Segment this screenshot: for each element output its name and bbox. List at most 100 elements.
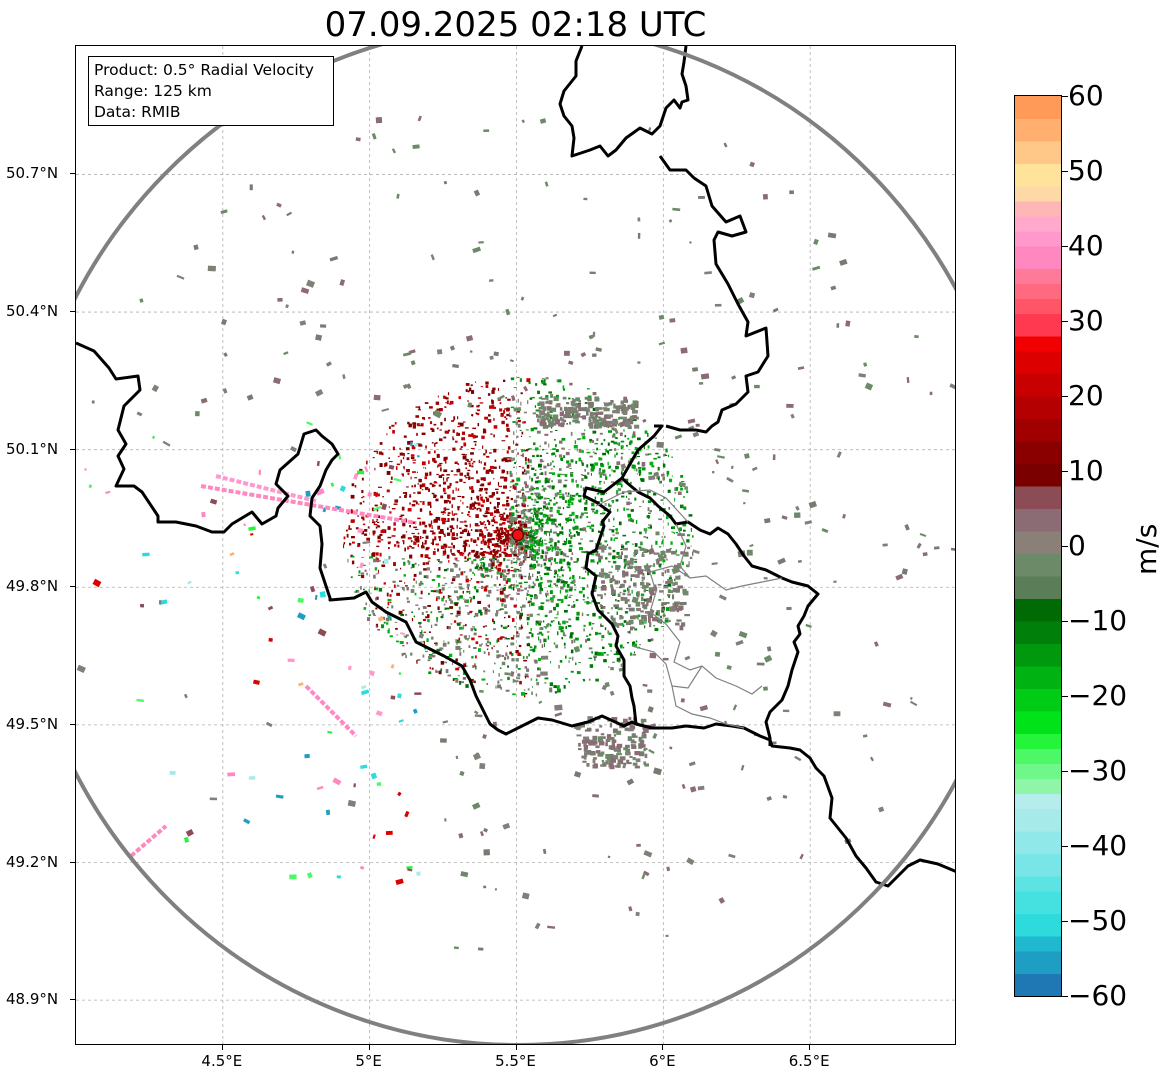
velocity-echo [477, 568, 481, 571]
velocity-echo [436, 648, 441, 652]
velocity-echo [495, 535, 499, 537]
velocity-echo [585, 550, 589, 554]
velocity-echo [351, 555, 355, 558]
velocity-echo [377, 540, 381, 542]
velocity-echo [635, 468, 638, 472]
velocity-echo [388, 464, 395, 470]
velocity-echo [375, 556, 377, 561]
velocity-echo [546, 506, 548, 509]
velocity-echo [616, 452, 618, 456]
velocity-echo [229, 552, 235, 557]
velocity-echo [697, 785, 705, 791]
velocity-echo [600, 625, 604, 627]
velocity-echo [562, 632, 565, 637]
velocity-echo [503, 410, 506, 414]
velocity-echo [471, 504, 475, 507]
velocity-echo [476, 412, 480, 416]
velocity-echo [539, 667, 542, 671]
velocity-echo [910, 696, 913, 700]
velocity-echo [520, 567, 522, 569]
velocity-echo [623, 507, 626, 511]
velocity-echo [515, 443, 519, 446]
velocity-echo [553, 518, 556, 522]
velocity-echo [465, 467, 468, 470]
velocity-echo [533, 558, 535, 561]
velocity-echo [503, 584, 507, 586]
velocity-echo [665, 581, 670, 584]
radar-site-marker[interactable] [511, 528, 525, 542]
velocity-echo [517, 539, 522, 543]
velocity-echo [498, 538, 503, 540]
velocity-echo [612, 418, 618, 421]
velocity-echo [637, 217, 641, 222]
colorbar-gradient [1015, 96, 1061, 996]
velocity-echo [656, 475, 660, 480]
velocity-echo [596, 551, 599, 555]
velocity-echo [536, 544, 538, 546]
velocity-echo [647, 639, 652, 642]
velocity-echo [599, 572, 604, 578]
velocity-echo [467, 553, 469, 556]
velocity-echo [602, 762, 609, 765]
velocity-echo [446, 626, 450, 630]
velocity-echo [668, 548, 672, 552]
velocity-echo [529, 649, 534, 651]
velocity-echo [612, 410, 618, 414]
velocity-echo [647, 500, 652, 503]
velocity-echo [506, 450, 509, 454]
velocity-echo [534, 480, 539, 484]
velocity-echo [638, 546, 642, 549]
velocity-echo [594, 551, 599, 553]
velocity-echo [641, 554, 645, 557]
radar-map[interactable] [75, 45, 956, 1045]
colorbar-band [1015, 643, 1061, 667]
velocity-echo [418, 406, 421, 410]
velocity-echo [407, 508, 412, 512]
velocity-echo [561, 437, 566, 441]
velocity-echo [482, 535, 486, 539]
velocity-echo [489, 501, 492, 505]
velocity-echo [385, 830, 393, 835]
velocity-echo [686, 857, 695, 866]
velocity-echo [418, 597, 423, 599]
velocity-echo [470, 578, 473, 580]
velocity-echo [402, 473, 404, 477]
velocity-echo [339, 279, 346, 286]
velocity-echo [641, 467, 646, 471]
velocity-echo [628, 460, 632, 464]
velocity-echo [667, 578, 673, 584]
velocity-echo [600, 623, 602, 627]
velocity-echo [558, 403, 561, 406]
velocity-echo [591, 651, 593, 654]
velocity-echo [537, 402, 540, 405]
velocity-echo [549, 590, 553, 595]
velocity-echo [491, 575, 493, 578]
velocity-echo [480, 522, 484, 525]
velocity-echo [527, 504, 529, 507]
velocity-echo [545, 514, 549, 517]
velocity-echo [537, 667, 540, 671]
velocity-echo [493, 425, 498, 429]
velocity-echo [425, 611, 428, 613]
velocity-echo [386, 433, 388, 436]
velocity-echo [558, 621, 560, 625]
colorbar-band [1015, 396, 1061, 419]
velocity-echo [479, 494, 482, 496]
velocity-echo [680, 551, 685, 555]
velocity-echo [434, 623, 438, 626]
velocity-echo [561, 637, 563, 640]
velocity-echo [591, 508, 595, 511]
velocity-echo [428, 460, 430, 464]
velocity-echo [600, 764, 606, 767]
velocity-echo [617, 749, 621, 753]
velocity-echo [655, 452, 659, 455]
velocity-echo [566, 466, 569, 468]
velocity-echo [544, 554, 547, 559]
velocity-echo [557, 473, 561, 477]
velocity-echo [929, 391, 933, 396]
velocity-echo [447, 392, 450, 396]
velocity-echo [523, 449, 526, 452]
velocity-echo [585, 570, 587, 573]
velocity-echo [525, 497, 527, 502]
velocity-echo [622, 572, 626, 578]
